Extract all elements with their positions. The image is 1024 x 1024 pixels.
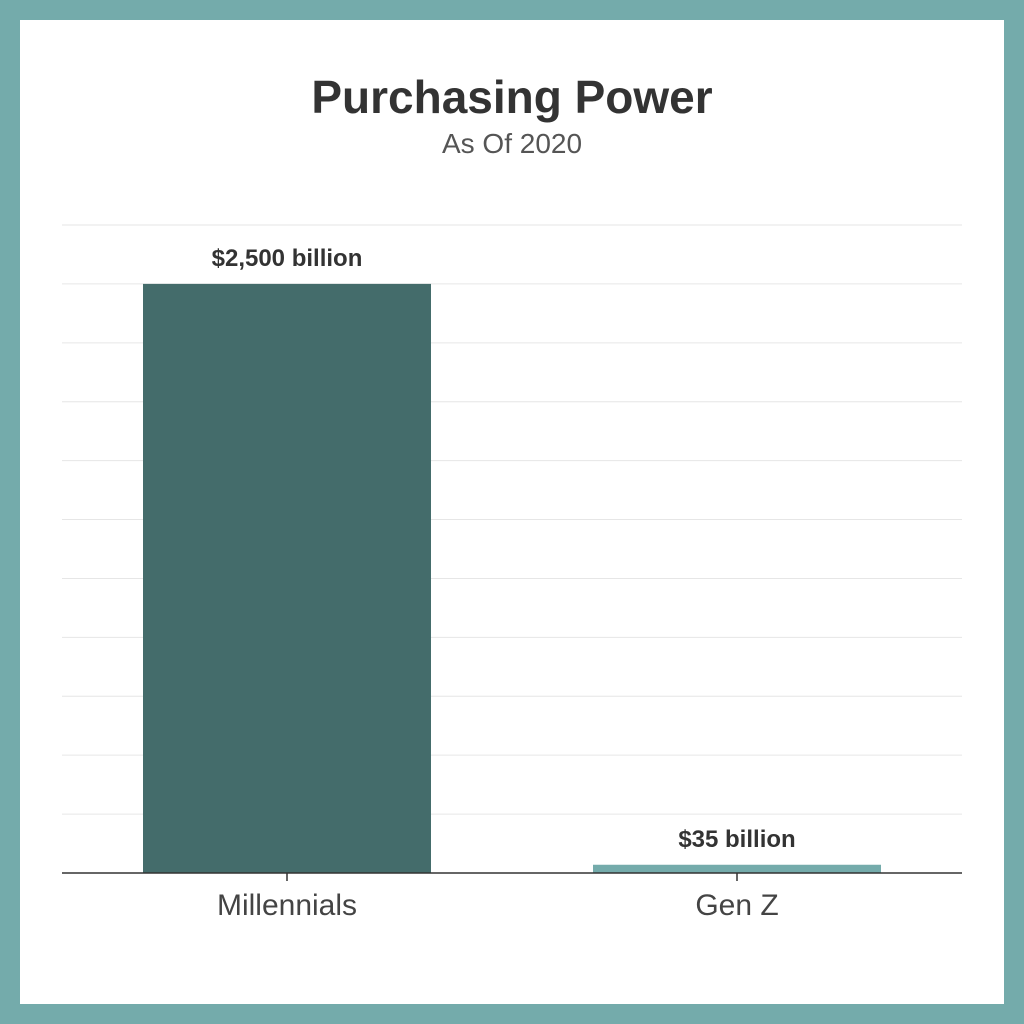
chart-title: Purchasing Power <box>311 71 713 123</box>
data-label: $35 billion <box>678 826 795 853</box>
category-label: Gen Z <box>695 889 778 922</box>
x-axis-ticks <box>286 873 738 881</box>
category-labels: Millennials Gen Z <box>217 889 779 922</box>
data-label: $2,500 billion <box>212 245 363 272</box>
category-label: Millennials <box>217 889 357 922</box>
chart-subtitle: As Of 2020 <box>441 128 583 159</box>
data-labels: $2,500 billion $35 billion <box>212 245 796 853</box>
bar-gen-z <box>593 864 881 873</box>
bar-millennials <box>143 283 431 874</box>
bars <box>143 283 881 874</box>
